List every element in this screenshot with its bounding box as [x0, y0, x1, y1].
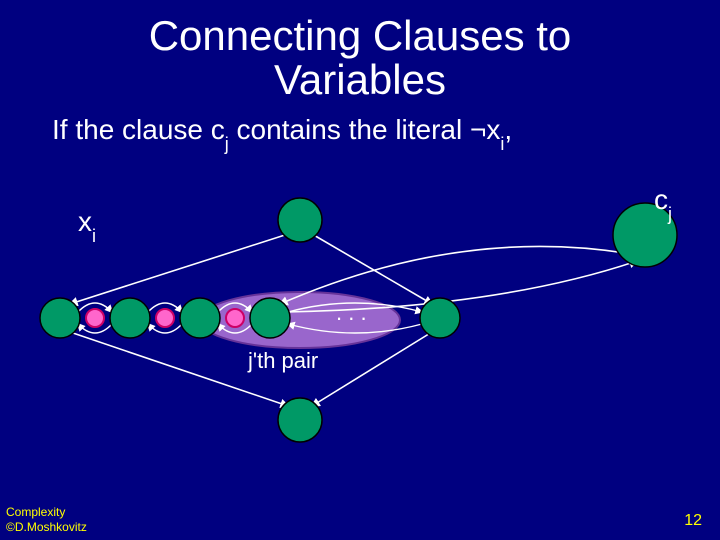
- row-node-0: [40, 298, 80, 338]
- subtitle-mid: contains the literal: [229, 114, 470, 145]
- row-node-2: [180, 298, 220, 338]
- subtitle-xi-sub: i: [500, 134, 504, 154]
- subtitle-xi: x: [486, 114, 500, 145]
- page-number: 12: [684, 512, 702, 530]
- xi-text: x: [78, 206, 92, 237]
- edge-top-left: [70, 234, 288, 304]
- cj-text: c: [654, 184, 668, 215]
- pink-node-1: [156, 309, 174, 327]
- subtitle-cj-sub: j: [225, 134, 229, 154]
- footer-left: Complexity ©D.Moshkovitz: [6, 505, 87, 534]
- footer-copyright: ©D.Moshkovitz: [6, 520, 87, 534]
- diagram-container: xi cj . . . j'th pair: [0, 190, 720, 450]
- pink-node-2: [226, 309, 244, 327]
- row-node-1: [110, 298, 150, 338]
- ellipsis-label: . . .: [336, 300, 367, 326]
- row-node-3: [250, 298, 290, 338]
- row-node-4: [420, 298, 460, 338]
- subtitle: If the clause cj contains the literal ¬x…: [0, 102, 720, 151]
- subtitle-prefix: If the clause c: [52, 114, 225, 145]
- xi-label: xi: [78, 206, 96, 243]
- subtitle-neg: ¬: [470, 114, 486, 145]
- xi-sub: i: [92, 226, 96, 246]
- subtitle-suffix: ,: [504, 114, 512, 145]
- jth-pair-label: j'th pair: [248, 348, 318, 374]
- pink-node-0: [86, 309, 104, 327]
- top-node: [278, 198, 322, 242]
- bottom-node: [278, 398, 322, 442]
- title-line1: Connecting Clauses to: [149, 12, 572, 59]
- footer-complexity: Complexity: [6, 505, 65, 519]
- title-line2: Variables: [274, 56, 446, 103]
- cj-sub: j: [668, 204, 672, 224]
- cj-label: cj: [654, 184, 672, 221]
